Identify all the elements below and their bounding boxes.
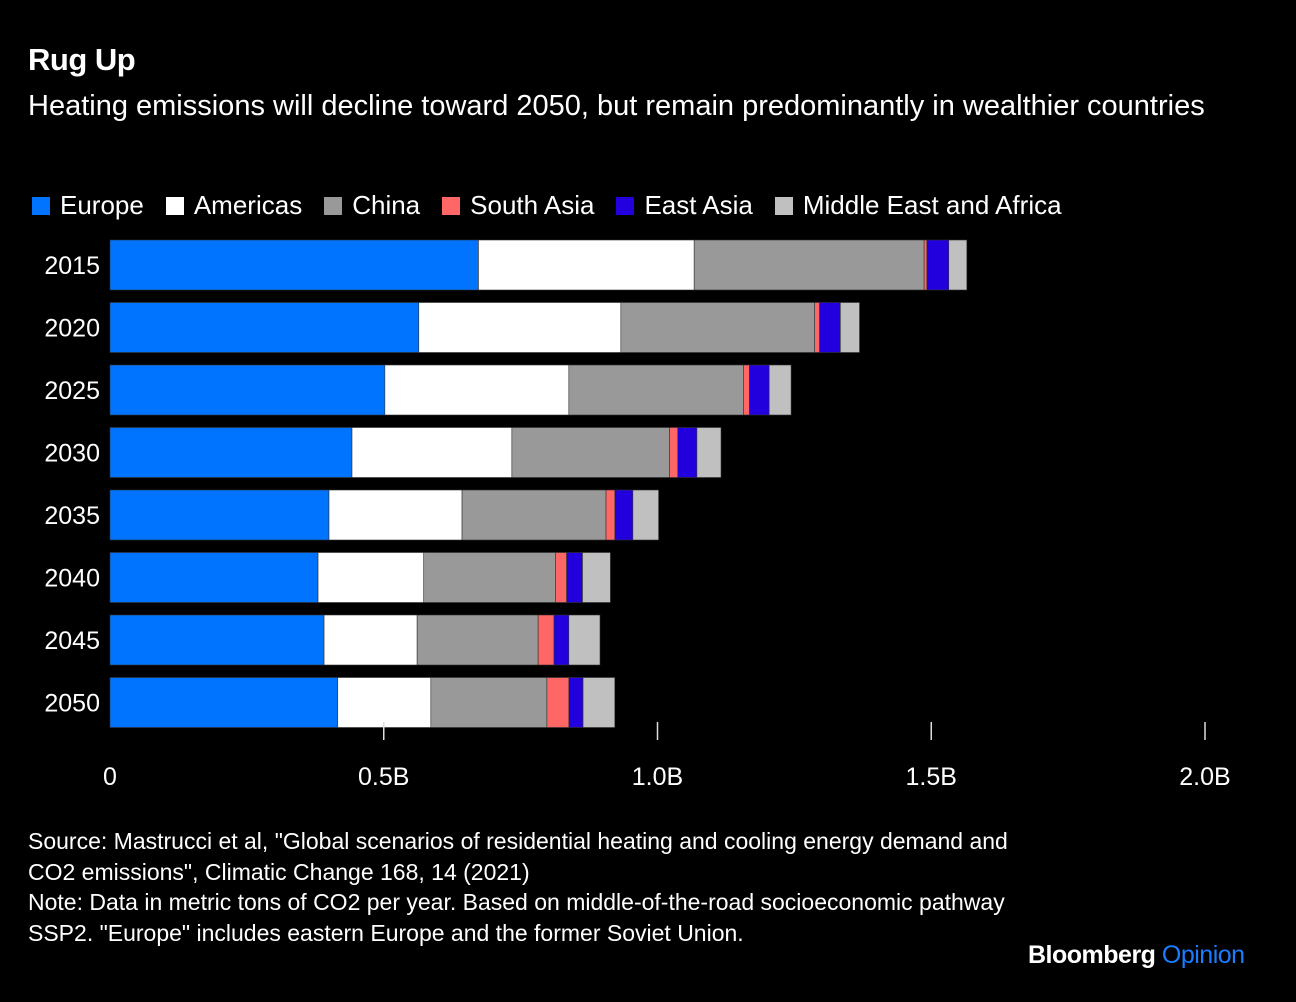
bar-segment-middle-east-and-africa-2030: [696, 427, 722, 478]
bar-segment-east-asia-2050: [568, 677, 584, 728]
bar-segment-china-2025: [568, 364, 744, 416]
bar-segment-middle-east-and-africa-2035: [632, 489, 659, 541]
legend-item-americas: Americas: [165, 190, 303, 221]
bar-segment-americas-2025: [384, 364, 570, 416]
bar-segment-east-asia-2035: [614, 489, 634, 541]
bar-segment-east-asia-2020: [819, 302, 841, 353]
bar-segment-south-asia-2035: [605, 489, 616, 541]
bar-segment-middle-east-and-africa-2050: [582, 677, 616, 728]
legend-label: East Asia: [644, 190, 753, 220]
bar-segment-americas-2035: [328, 489, 463, 541]
bar-segment-south-asia-2020: [814, 302, 820, 353]
source-note: Source: Mastrucci et al, "Global scenari…: [28, 828, 1008, 885]
bar-segment-europe-2025: [109, 364, 386, 416]
bar-segment-middle-east-and-africa-2020: [840, 302, 860, 353]
bar-segment-americas-2045: [323, 614, 418, 666]
methodology-note: Note: Data in metric tons of CO2 per yea…: [28, 889, 1005, 946]
y-tick-label: 2015: [44, 252, 100, 280]
legend-label: South Asia: [470, 190, 595, 220]
x-tick-label: 2.0B: [1179, 763, 1230, 791]
bar-segment-middle-east-and-africa-2025: [768, 364, 792, 416]
bar-segment-china-2040: [423, 552, 556, 603]
x-tick-label: 0: [103, 763, 117, 791]
footer-notes: Source: Mastrucci et al, "Global scenari…: [28, 826, 1028, 948]
bar-segment-china-2050: [430, 677, 548, 728]
bar-segment-south-asia-2045: [537, 614, 555, 666]
x-tick-label: 1.5B: [906, 763, 957, 791]
legend-item-east-asia: East Asia: [616, 190, 753, 221]
legend-swatch: [165, 196, 184, 215]
bar-segment-south-asia-2015: [923, 239, 928, 291]
x-tick-label: 0.5B: [358, 763, 409, 791]
bar-segment-europe-2045: [109, 614, 325, 666]
y-tick-label: 2025: [44, 377, 100, 405]
legend-label: Middle East and Africa: [802, 190, 1062, 220]
legend-swatch: [442, 196, 461, 215]
bar-segment-china-2035: [461, 489, 607, 541]
bar-segment-south-asia-2050: [546, 677, 570, 728]
bar-segment-china-2015: [693, 239, 925, 291]
chart-title: Rug Up: [28, 42, 136, 77]
bar-segment-middle-east-and-africa-2045: [568, 614, 601, 666]
brand-name: Bloomberg: [1028, 941, 1156, 969]
legend-label: Americas: [193, 190, 303, 220]
y-tick-label: 2030: [44, 440, 100, 468]
y-tick-label: 2040: [44, 565, 100, 593]
legend-item-middle-east-africa: Middle East and Africa: [774, 190, 1062, 221]
bar-segment-east-asia-2045: [553, 614, 570, 666]
bar-segment-europe-2015: [109, 239, 479, 291]
bar-segment-east-asia-2030: [677, 427, 698, 478]
bar-segment-americas-2040: [317, 552, 425, 603]
legend-item-china: China: [324, 190, 420, 221]
legend-swatch: [324, 196, 343, 215]
brand-logo: Bloomberg Opinion: [1028, 941, 1245, 970]
legend-swatch: [774, 196, 793, 215]
legend-label: Europe: [60, 190, 144, 220]
bar-segment-middle-east-and-africa-2015: [948, 239, 968, 291]
bar-segment-east-asia-2025: [749, 364, 770, 416]
brand-section: Opinion: [1161, 941, 1245, 969]
bar-segment-east-asia-2015: [926, 239, 950, 291]
bar-segment-china-2045: [416, 614, 539, 666]
y-tick-label: 2045: [44, 627, 100, 655]
bar-segment-americas-2050: [337, 677, 432, 728]
bar-segment-middle-east-and-africa-2040: [582, 552, 611, 603]
bar-segment-china-2020: [620, 302, 815, 353]
y-tick-label: 2020: [44, 315, 100, 343]
chart-subtitle: Heating emissions will decline toward 20…: [28, 90, 1205, 122]
bar-segment-europe-2035: [109, 489, 330, 541]
bar-segment-americas-2015: [478, 239, 695, 291]
legend-item-south-asia: South Asia: [442, 190, 594, 221]
bar-segment-europe-2050: [109, 677, 339, 728]
bar-segment-americas-2030: [351, 427, 513, 478]
legend-label: China: [352, 190, 421, 220]
bar-segment-east-asia-2040: [566, 552, 583, 603]
bar-segment-europe-2020: [109, 302, 420, 353]
y-tick-label: 2050: [44, 690, 100, 718]
bar-segment-china-2030: [511, 427, 670, 478]
legend-item-europe: Europe: [32, 190, 144, 221]
bar-segment-europe-2040: [109, 552, 319, 603]
bar-segment-south-asia-2030: [669, 427, 679, 478]
legend-swatch: [32, 196, 50, 215]
x-tick-label: 1.0B: [632, 763, 683, 791]
bar-segment-americas-2020: [418, 302, 622, 353]
legend: Europe Americas China South Asia East As…: [32, 190, 1084, 221]
bar-segment-south-asia-2040: [555, 552, 567, 603]
y-tick-label: 2035: [44, 502, 100, 530]
bar-segment-europe-2030: [109, 427, 353, 478]
bar-segment-south-asia-2025: [743, 364, 750, 416]
legend-swatch: [616, 196, 635, 215]
